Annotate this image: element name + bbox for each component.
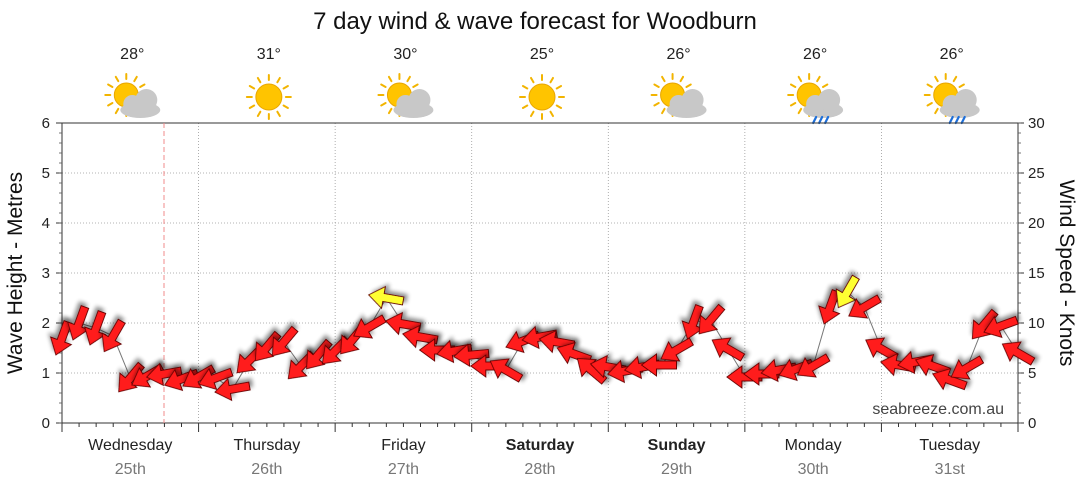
wind-arrow bbox=[489, 358, 524, 383]
watermark: seabreeze.com.au bbox=[872, 401, 1004, 418]
day-temperature: 30° bbox=[393, 46, 417, 63]
right-tick-label: 25 bbox=[1028, 165, 1045, 182]
day-temperature: 31° bbox=[257, 46, 281, 63]
wind-arrow bbox=[101, 318, 126, 353]
wind-arrow bbox=[932, 367, 968, 391]
wind-arrow bbox=[145, 362, 183, 387]
x-date-label: 28th bbox=[524, 461, 555, 478]
day-temperature: 25° bbox=[530, 46, 554, 63]
left-tick-label: 6 bbox=[42, 115, 50, 132]
x-day-label: Tuesday bbox=[919, 437, 980, 454]
wind-arrow bbox=[214, 377, 251, 402]
wind-arrow bbox=[521, 325, 558, 350]
x-day-label: Sunday bbox=[648, 437, 706, 454]
weather-row: 28° 31° 30° 25° 26° 26° 26° bbox=[104, 46, 980, 125]
sunny-icon bbox=[519, 74, 565, 120]
x-day-label: Monday bbox=[785, 437, 842, 454]
wind-arrow bbox=[436, 339, 473, 364]
left-tick-label: 3 bbox=[42, 265, 50, 282]
partly-cloudy-icon bbox=[104, 73, 161, 118]
right-tick-label: 15 bbox=[1028, 265, 1045, 282]
wind-arrow bbox=[711, 337, 746, 362]
right-axis-ticks: 0 5 10 15 20 25 30 bbox=[1018, 115, 1045, 432]
wind-arrow bbox=[271, 325, 299, 357]
x-date-label: 29th bbox=[661, 461, 692, 478]
showers-icon bbox=[923, 73, 980, 125]
left-tick-label: 2 bbox=[42, 315, 50, 332]
wind-arrow bbox=[698, 303, 726, 335]
day-temperature: 26° bbox=[940, 46, 964, 63]
x-date-label: 27th bbox=[388, 461, 419, 478]
left-tick-label: 5 bbox=[42, 165, 50, 182]
x-date-label: 31st bbox=[935, 461, 966, 478]
right-tick-label: 10 bbox=[1028, 315, 1045, 332]
wind-arrow bbox=[197, 367, 234, 391]
partly-cloudy-icon bbox=[650, 73, 707, 118]
x-date-label: 26th bbox=[251, 461, 282, 478]
wind-arrow bbox=[818, 289, 841, 325]
wind-arrow bbox=[983, 315, 1019, 339]
x-day-label: Friday bbox=[381, 437, 425, 454]
day-temperature: 26° bbox=[666, 46, 690, 63]
wind-arrow bbox=[453, 343, 490, 368]
right-tick-label: 5 bbox=[1028, 365, 1036, 382]
left-tick-label: 0 bbox=[42, 415, 50, 432]
wind-arrow bbox=[796, 353, 831, 378]
x-day-label: Thursday bbox=[234, 437, 301, 454]
wind-arrow bbox=[950, 355, 985, 380]
right-tick-label: 30 bbox=[1028, 115, 1045, 132]
left-axis-ticks: 0 1 2 3 4 5 6 bbox=[42, 115, 62, 432]
x-day-label: Wednesday bbox=[88, 437, 172, 454]
wind-arrow bbox=[660, 337, 694, 362]
wind-arrow bbox=[353, 314, 387, 339]
wind-arrow bbox=[367, 285, 405, 310]
sunny-icon bbox=[245, 74, 292, 120]
right-axis-label: Wind Speed - Knots bbox=[1055, 180, 1078, 367]
x-date-label: 25th bbox=[115, 461, 146, 478]
day-temperature: 26° bbox=[803, 46, 827, 63]
right-tick-label: 20 bbox=[1028, 215, 1045, 232]
wind-arrow bbox=[640, 353, 677, 377]
wind-arrows bbox=[49, 274, 1036, 402]
x-date-label: 30th bbox=[798, 461, 829, 478]
left-tick-label: 1 bbox=[42, 365, 50, 382]
chart-title: 7 day wind & wave forecast for Woodburn bbox=[313, 8, 757, 35]
wind-arrow bbox=[576, 357, 608, 385]
wind-arrow bbox=[848, 294, 882, 319]
partly-cloudy-icon bbox=[377, 73, 434, 118]
left-tick-label: 4 bbox=[42, 215, 50, 232]
wind-arrow bbox=[402, 324, 439, 349]
left-axis-label: Wave Height - Metres bbox=[4, 172, 27, 374]
showers-icon bbox=[787, 73, 844, 125]
right-tick-label: 0 bbox=[1028, 415, 1036, 432]
wind-arrow bbox=[1001, 341, 1036, 366]
wind-series bbox=[49, 274, 1036, 402]
x-axis-labels: Wednesday 25th Thursday 26th Friday 27th Satur… bbox=[88, 437, 980, 478]
day-temperature: 28° bbox=[120, 46, 144, 63]
wind-arrow bbox=[835, 274, 860, 309]
x-day-label: Saturday bbox=[506, 437, 575, 454]
wind-arrow bbox=[118, 361, 145, 393]
